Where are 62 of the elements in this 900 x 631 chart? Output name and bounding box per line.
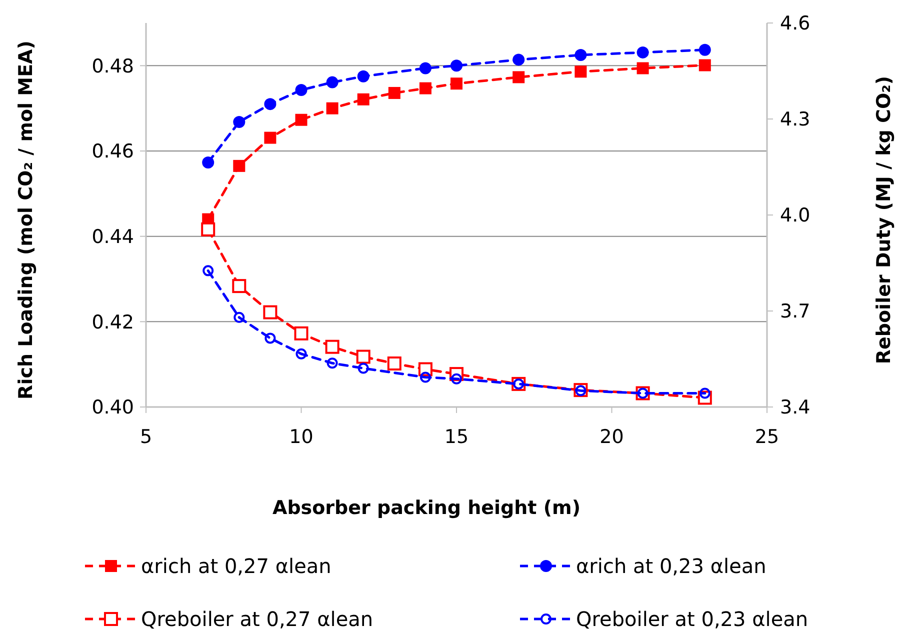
point [234,312,245,323]
point [512,71,525,84]
point [294,326,308,340]
point [326,358,338,369]
point [574,49,587,61]
point [450,78,462,90]
y-tick-label: 0.44 [92,226,134,248]
point [296,348,307,360]
point [388,86,400,99]
point [233,160,246,172]
point [326,102,338,114]
point [357,70,370,82]
point [698,59,711,72]
point [356,350,370,364]
y-tick-label: 0.42 [92,311,134,334]
x-axis-title: Absorber packing height (m) [272,497,580,519]
y-tick-label: 0.40 [92,396,134,419]
y2-tick-label: 3.4 [780,396,810,419]
x-tick-label: 5 [140,426,152,448]
legend-label: Qreboiler at 0,23 αlean [576,607,808,631]
point [264,132,276,144]
point [574,66,587,78]
point [512,54,525,66]
point [451,373,462,384]
point [357,93,370,106]
y2-axis-title: Reboiler Duty (MJ / kg CO₂) [873,76,895,364]
point [326,76,338,88]
y-tick-label: 0.48 [92,55,134,78]
point [264,332,276,344]
point [295,84,308,96]
point [450,60,462,72]
point [295,114,308,126]
point [636,46,649,58]
point [387,356,402,370]
y2-tick-label: 4.6 [780,12,810,35]
legend-label: αrich at 0,27 αlean [141,554,332,578]
x-tick-label: 25 [754,426,780,448]
point [233,116,246,128]
y2-tick-label: 4.0 [780,204,810,227]
point [202,156,214,169]
x-tick-label: 10 [289,426,314,448]
y-tick-label: 0.46 [92,140,134,163]
point [201,222,216,236]
point [358,362,369,374]
y2-tick-label: 3.7 [780,300,810,323]
x-tick-label: 15 [444,426,469,448]
point [699,388,710,399]
point [202,265,214,276]
legend-label: Qreboiler at 0,27 αlean [141,607,374,631]
y2-tick-label: 4.3 [780,108,810,131]
point [232,279,246,294]
point [419,62,432,74]
point [263,305,278,320]
point [420,372,431,383]
x-tick-label: 20 [600,426,624,448]
point [325,340,340,354]
point [419,82,432,94]
point [264,98,276,110]
legend-label: αrich at 0,23 αlean [576,554,766,578]
point [698,44,711,56]
point [636,62,649,74]
y-axis-title: Rich Loading (mol CO₂ / mol MEA) [15,40,37,400]
